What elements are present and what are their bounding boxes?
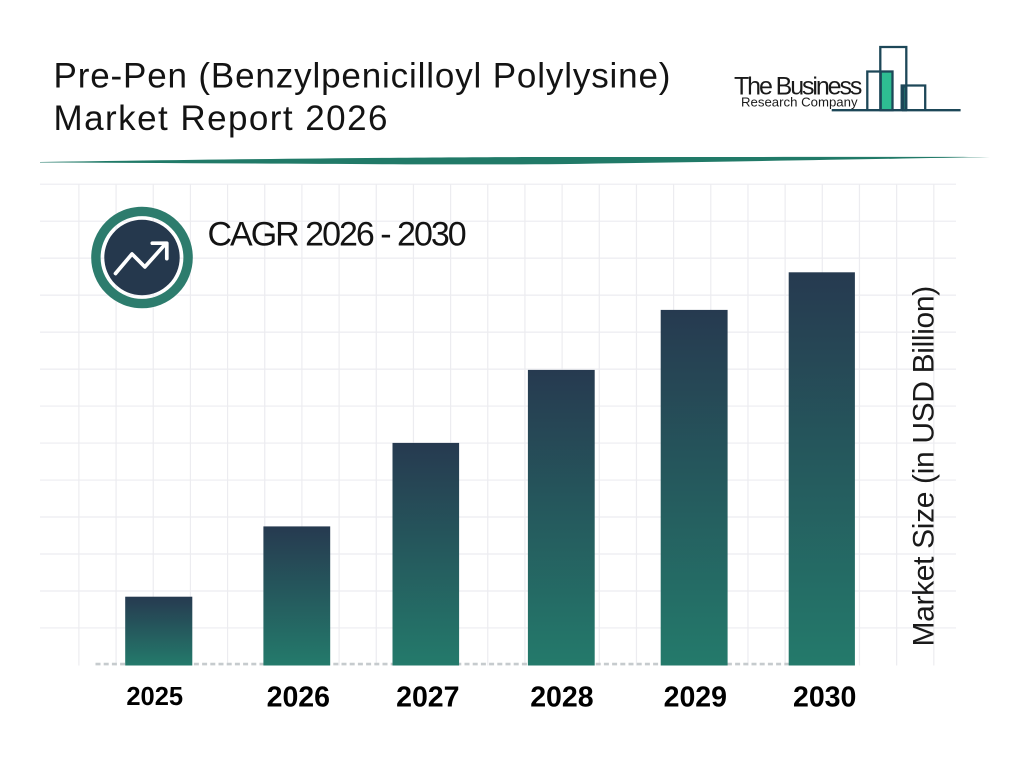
svg-text:2025: 2025	[126, 683, 183, 711]
svg-text:2028: 2028	[530, 681, 593, 713]
svg-text:2026: 2026	[267, 681, 330, 713]
svg-text:Pre-Pen (Benzylpenicilloyl Pol: Pre-Pen (Benzylpenicilloyl Polylysine)	[54, 57, 672, 96]
svg-text:Market Report 2026: Market Report 2026	[54, 99, 389, 138]
svg-text:2030: 2030	[793, 681, 856, 713]
svg-text:2029: 2029	[664, 681, 727, 713]
svg-text:Research Company: Research Company	[741, 94, 858, 109]
svg-text:2027: 2027	[396, 681, 459, 713]
svg-text:Market Size (in USD Billion): Market Size (in USD Billion)	[908, 286, 941, 646]
svg-text:The Business: The Business	[734, 72, 862, 100]
svg-text:CAGR 2026 - 2030: CAGR 2026 - 2030	[208, 216, 466, 254]
